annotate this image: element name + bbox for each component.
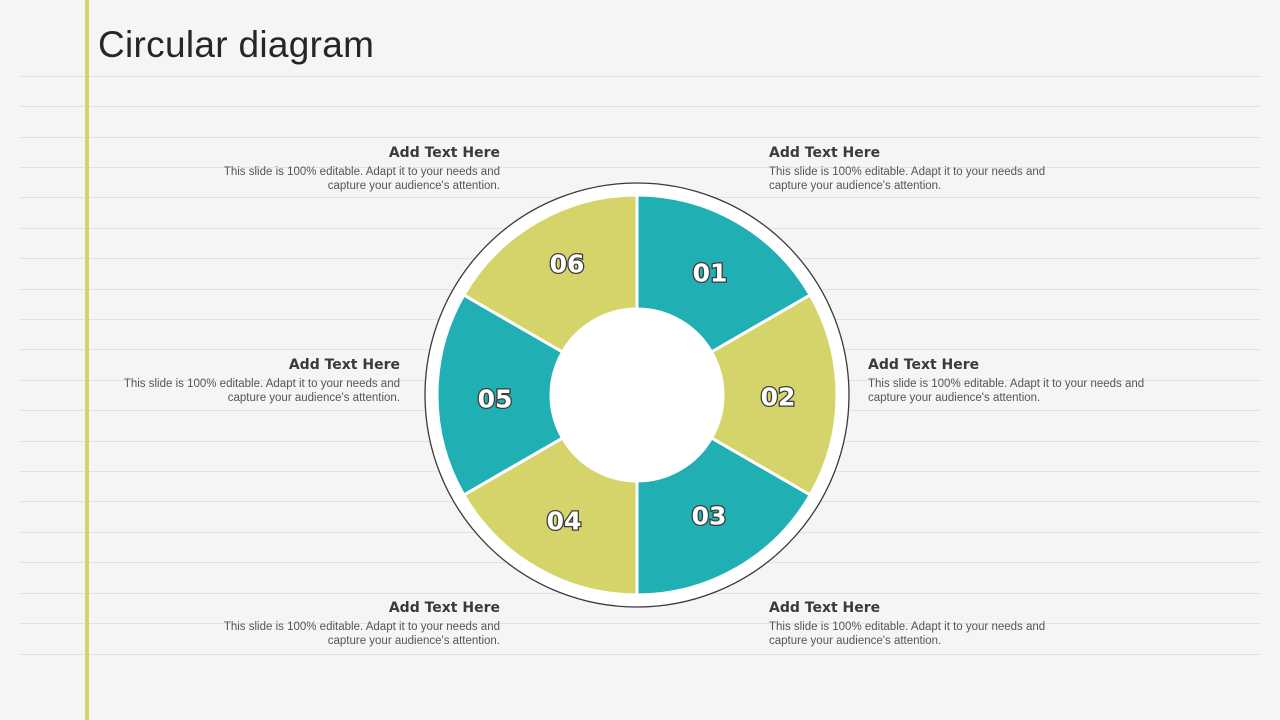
segment-label-04: 04 xyxy=(547,507,582,536)
text-block-bottom-left: Add Text Here This slide is 100% editabl… xyxy=(190,600,500,648)
text-block-heading: Add Text Here xyxy=(288,357,400,373)
text-block-middle-left: Add Text Here This slide is 100% editabl… xyxy=(90,357,400,405)
segment-label-06: 06 xyxy=(550,250,585,279)
ruled-line xyxy=(20,167,1261,168)
text-block-body: This slide is 100% editable. Adapt it to… xyxy=(223,166,500,192)
text-block-heading: Add Text Here xyxy=(769,600,881,616)
text-block-top-left: Add Text Here This slide is 100% editabl… xyxy=(190,145,500,193)
text-block-body: This slide is 100% editable. Adapt it to… xyxy=(868,378,1145,404)
segment-labels: 01 02 03 04 05 06 xyxy=(476,248,796,537)
text-block-heading: Add Text Here xyxy=(769,145,881,161)
accent-bar xyxy=(85,0,89,720)
diagram-segments xyxy=(435,193,839,597)
center-hole xyxy=(551,309,723,481)
segment-label-03: 03 xyxy=(692,502,727,531)
ruled-line xyxy=(20,137,1261,138)
text-block-heading: Add Text Here xyxy=(868,357,980,373)
segment-label-01: 01 xyxy=(693,259,728,288)
text-block-heading: Add Text Here xyxy=(388,600,500,616)
text-block-body: This slide is 100% editable. Adapt it to… xyxy=(123,378,400,404)
page-title: Circular diagram xyxy=(98,24,375,65)
ruled-line xyxy=(20,106,1261,107)
text-block-body: This slide is 100% editable. Adapt it to… xyxy=(769,621,1046,647)
text-block-bottom-right: Add Text Here This slide is 100% editabl… xyxy=(769,600,1079,648)
text-block-body: This slide is 100% editable. Adapt it to… xyxy=(769,166,1046,192)
text-block-body: This slide is 100% editable. Adapt it to… xyxy=(223,621,500,647)
text-block-heading: Add Text Here xyxy=(388,145,500,161)
text-block-top-right: Add Text Here This slide is 100% editabl… xyxy=(769,145,1079,193)
ruled-line xyxy=(20,654,1261,655)
segment-label-02: 02 xyxy=(761,383,796,412)
text-block-middle-right: Add Text Here This slide is 100% editabl… xyxy=(868,357,1178,405)
ruled-line xyxy=(20,623,1261,624)
segment-label-05: 05 xyxy=(478,385,513,414)
ruled-line xyxy=(20,76,1261,77)
